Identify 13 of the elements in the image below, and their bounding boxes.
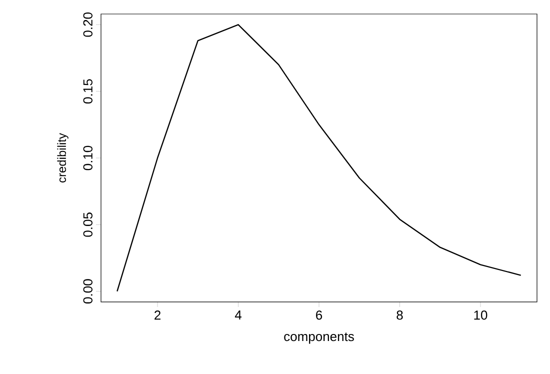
x-tick-label: 2 [154,310,160,320]
y-tick-label: 0.20 [83,12,92,37]
x-tick-label: 6 [316,310,322,320]
x-tick-label: 10 [474,310,488,320]
y-tick-label: 0.15 [83,79,92,104]
y-axis-title: credibility [57,133,68,182]
y-tick-label: 0.10 [83,146,92,170]
y-tick-label: 0.00 [83,279,92,304]
x-axis-title: components [284,332,354,344]
x-tick-label: 4 [234,310,242,320]
y-tick-label: 0.05 [83,212,92,237]
x-tick-label: 8 [396,310,403,320]
line-series [116,24,522,292]
